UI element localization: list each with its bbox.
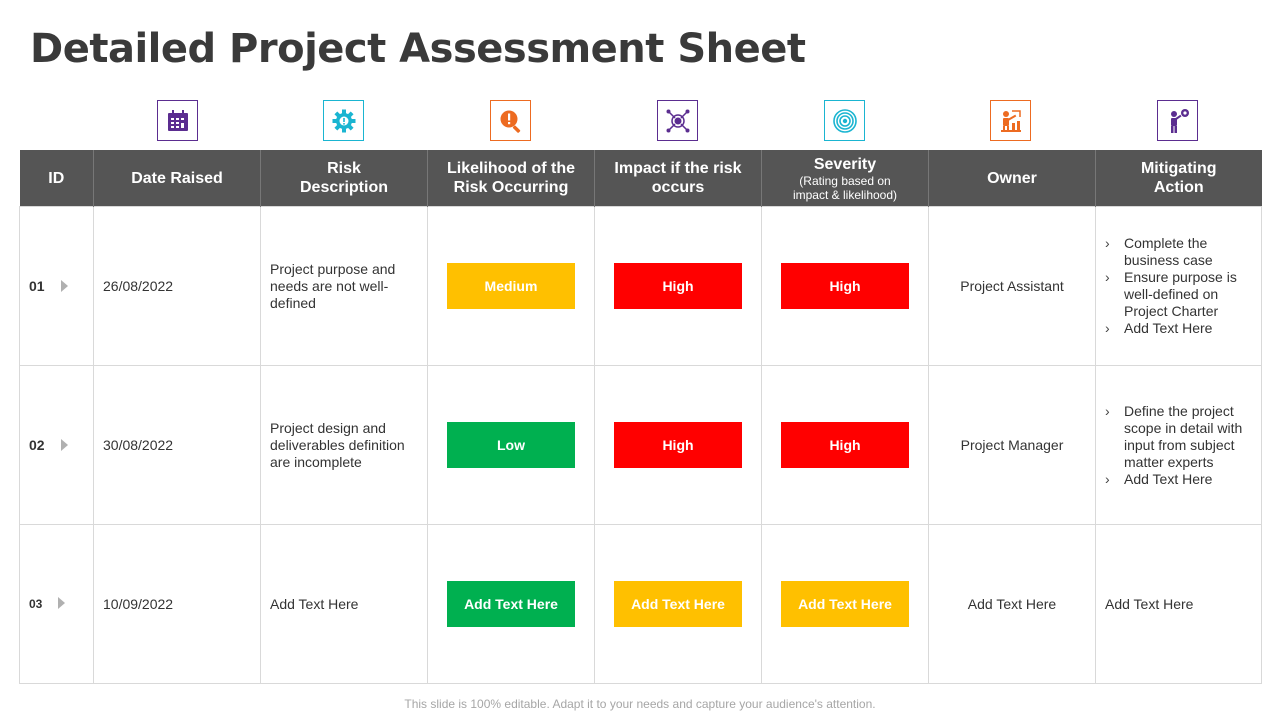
table-row: 01 26/08/2022 Project purpose and needs …: [19, 206, 1262, 366]
column-header-mitigating: Mitigating Action: [1095, 150, 1262, 207]
severity-cell: Add Text Here: [761, 524, 929, 684]
column-header-likelihood-line2: Risk Occurring: [453, 179, 569, 196]
impact-badge: High: [614, 263, 742, 309]
mitigating-action-item: Complete the business case: [1105, 235, 1252, 269]
row-id-cell: 01: [19, 206, 94, 366]
column-header-mitigating-line2: Action: [1153, 179, 1204, 196]
impact-badge: High: [614, 422, 742, 468]
mitigating-action-list: Complete the business case Ensure purpos…: [1105, 235, 1252, 337]
severity-badge: Add Text Here: [781, 581, 909, 627]
row-id: 01: [29, 277, 45, 294]
impact-network-icon: [657, 100, 698, 141]
mitigating-action-item: Define the project scope in detail with …: [1105, 403, 1252, 471]
risk-search-icon: [490, 100, 531, 141]
table-row: 03 10/09/2022 Add Text Here Add Text Her…: [19, 524, 1262, 684]
column-header-severity-sub1: (Rating based on: [799, 173, 891, 188]
severity-cell: High: [761, 206, 929, 366]
severity-cell: High: [761, 365, 929, 525]
mitigating-action-item: Add Text Here: [1105, 320, 1252, 337]
owner: Project Assistant: [928, 206, 1096, 366]
target-icon: [824, 100, 865, 141]
severity-badge: High: [781, 263, 909, 309]
date-raised: 10/09/2022: [93, 524, 261, 684]
likelihood-cell: Medium: [427, 206, 595, 366]
row-arrow-icon: [60, 438, 68, 451]
footer-note: This slide is 100% editable. Adapt it to…: [404, 697, 876, 711]
mitigating-action-text: Add Text Here: [1095, 524, 1262, 684]
gear-icon: [323, 100, 364, 141]
impact-cell: High: [594, 365, 762, 525]
column-header-mitigating-line1: Mitigating: [1140, 160, 1217, 177]
column-header-date: Date Raised: [93, 150, 261, 207]
impact-cell: Add Text Here: [594, 524, 762, 684]
assessment-table: ID Date Raised Risk Description Likelihoo…: [19, 150, 1262, 684]
page-title: Detailed Project Assessment Sheet: [30, 26, 806, 72]
risk-description: Project design and deliverables definiti…: [260, 365, 428, 525]
impact-badge: Add Text Here: [614, 581, 742, 627]
column-header-risk: Risk Description: [260, 150, 428, 207]
row-arrow-icon: [58, 597, 66, 609]
presenter-icon: [990, 100, 1031, 141]
likelihood-cell: Add Text Here: [427, 524, 595, 684]
owner: Project Manager: [928, 365, 1096, 525]
column-header-owner: Owner: [928, 150, 1096, 207]
column-header-risk-line2: Description: [299, 179, 388, 196]
severity-badge: High: [781, 422, 909, 468]
column-header-severity-sub2: impact & likelihood): [792, 187, 898, 202]
mitigating-action-cell: Complete the business case Ensure purpos…: [1095, 206, 1262, 366]
mitigating-action-item: Add Text Here: [1105, 471, 1252, 488]
row-id: 02: [29, 436, 45, 453]
column-header-id: ID: [19, 150, 94, 207]
column-header-impact-line2: occurs: [651, 179, 705, 196]
risk-description: Add Text Here: [260, 524, 428, 684]
mitigating-action-list: Define the project scope in detail with …: [1105, 403, 1252, 488]
mitigating-action-cell: Define the project scope in detail with …: [1095, 365, 1262, 525]
person-gear-icon: [1157, 100, 1198, 141]
likelihood-cell: Low: [427, 365, 595, 525]
owner: Add Text Here: [928, 524, 1096, 684]
date-raised: 30/08/2022: [93, 365, 261, 525]
table-header-row: ID Date Raised Risk Description Likelihoo…: [19, 150, 1262, 207]
date-raised: 26/08/2022: [93, 206, 261, 366]
risk-description: Project purpose and needs are not well-d…: [260, 206, 428, 366]
column-header-likelihood: Likelihood of the Risk Occurring: [427, 150, 595, 207]
likelihood-badge: Add Text Here: [447, 581, 575, 627]
column-header-impact: Impact if the risk occurs: [594, 150, 762, 207]
column-header-severity-label: Severity: [813, 155, 877, 173]
column-header-risk-line1: Risk: [327, 160, 361, 177]
mitigating-action-item: Ensure purpose is well-defined on Projec…: [1105, 269, 1252, 320]
row-arrow-icon: [60, 279, 68, 292]
calendar-icon: [157, 100, 198, 141]
row-id: 03: [29, 597, 43, 611]
row-id-cell: 02: [19, 365, 94, 525]
table-row: 02 30/08/2022 Project design and deliver…: [19, 365, 1262, 525]
likelihood-badge: Medium: [447, 263, 575, 309]
likelihood-badge: Low: [447, 422, 575, 468]
column-header-severity: Severity (Rating based on impact & likelih…: [761, 150, 929, 207]
impact-cell: High: [594, 206, 762, 366]
row-id-cell: 03: [19, 524, 94, 684]
column-header-likelihood-line1: Likelihood of the: [447, 160, 575, 177]
column-header-impact-line1: Impact if the risk: [614, 160, 742, 177]
